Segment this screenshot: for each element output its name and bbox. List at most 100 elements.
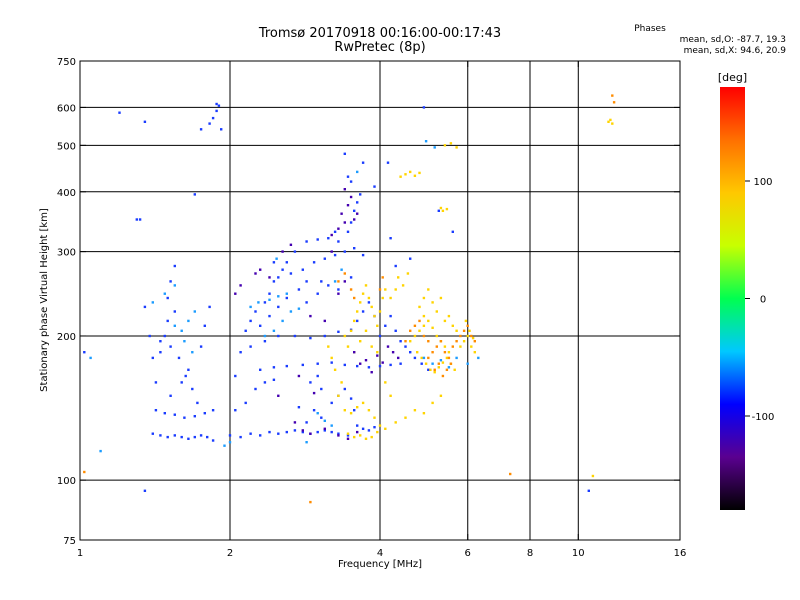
data-point	[208, 305, 211, 309]
data-point	[151, 356, 154, 360]
data-point	[455, 329, 458, 332]
data-point	[376, 430, 379, 434]
data-point	[359, 193, 362, 196]
data-point	[293, 250, 297, 253]
data-point	[441, 361, 445, 364]
data-point	[359, 340, 362, 343]
data-point	[211, 439, 215, 442]
data-point	[83, 470, 86, 474]
data-point	[166, 296, 169, 300]
data-point	[466, 324, 469, 327]
data-point	[413, 334, 417, 338]
data-point	[343, 387, 346, 391]
data-point	[349, 276, 353, 279]
y-tick-label: 200	[57, 332, 76, 343]
data-point	[404, 345, 407, 348]
data-point	[135, 218, 138, 221]
data-point	[349, 180, 353, 183]
data-point	[323, 319, 326, 323]
data-point	[378, 334, 382, 338]
data-point	[333, 253, 337, 257]
chart-title: Tromsø 20170918 00:16:00-00:17:43	[258, 26, 502, 41]
data-point	[259, 434, 262, 437]
data-point	[422, 334, 426, 338]
data-point	[272, 280, 276, 283]
data-point	[187, 319, 190, 323]
chart-subtitle: RwPretec (8p)	[334, 40, 426, 55]
data-point	[337, 227, 340, 230]
data-point	[263, 334, 267, 338]
data-point	[378, 288, 382, 291]
data-point	[323, 427, 326, 430]
data-point	[439, 296, 443, 300]
data-point	[376, 354, 379, 357]
y-tick-label: 75	[63, 536, 76, 547]
y-tick-label: 500	[57, 141, 76, 152]
data-point	[353, 409, 356, 412]
data-point	[330, 401, 333, 405]
x-tick-label: 10	[572, 548, 585, 559]
data-point	[607, 120, 610, 123]
colorbar-tick-label: -100	[752, 412, 775, 423]
data-point	[268, 314, 271, 318]
data-point	[223, 444, 226, 447]
data-point	[275, 257, 278, 260]
data-point	[277, 305, 280, 309]
data-point	[285, 261, 288, 264]
data-point	[263, 340, 267, 343]
data-point	[445, 356, 449, 360]
data-point	[199, 434, 203, 437]
data-point	[289, 310, 293, 313]
data-point	[422, 356, 426, 360]
data-point	[591, 474, 595, 478]
data-point	[439, 206, 443, 210]
data-point	[272, 329, 276, 332]
data-point	[361, 253, 365, 257]
data-point	[386, 345, 390, 348]
data-point	[193, 415, 196, 418]
data-point	[346, 434, 350, 437]
data-point	[367, 301, 371, 304]
data-point	[151, 432, 154, 435]
data-point	[259, 268, 262, 271]
data-point	[409, 351, 412, 354]
data-point	[418, 329, 421, 332]
data-point	[249, 432, 252, 435]
data-point	[381, 276, 384, 279]
data-point	[443, 319, 447, 323]
data-point	[163, 412, 166, 415]
data-point	[356, 364, 359, 368]
data-point	[330, 424, 333, 427]
data-point	[349, 397, 353, 400]
data-point	[399, 175, 402, 178]
data-point	[173, 413, 176, 416]
data-point	[356, 212, 359, 215]
data-point	[259, 324, 262, 327]
data-point	[394, 421, 397, 424]
colorbar-tick-label: 0	[760, 295, 766, 306]
data-point	[254, 310, 257, 313]
data-point	[159, 434, 162, 437]
data-point	[404, 173, 407, 176]
data-point	[268, 298, 271, 301]
data-point	[257, 301, 260, 304]
data-point	[439, 340, 443, 343]
data-point	[184, 374, 187, 378]
colorbar-tick-label: 100	[753, 177, 772, 188]
data-point	[285, 364, 288, 368]
data-point	[217, 104, 221, 107]
data-point	[394, 288, 397, 291]
data-point	[349, 195, 353, 199]
data-point	[384, 324, 387, 327]
data-point	[301, 363, 304, 367]
data-point	[330, 361, 333, 364]
data-point	[451, 230, 454, 233]
data-point	[427, 368, 430, 371]
data-point	[431, 326, 434, 329]
data-point	[343, 221, 346, 224]
data-point	[309, 500, 312, 504]
data-point	[424, 362, 428, 365]
data-point	[297, 406, 301, 409]
data-point	[359, 301, 362, 304]
data-point	[473, 351, 476, 354]
